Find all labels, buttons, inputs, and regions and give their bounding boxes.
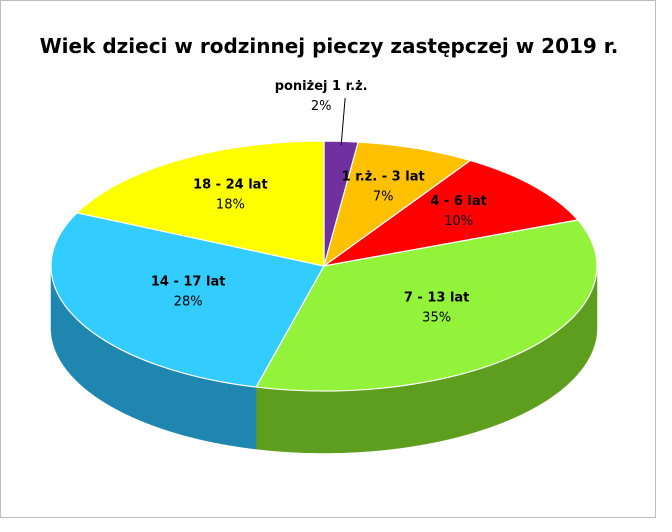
slice-1-r-z-3-lat [323, 141, 471, 267]
slice-label-1-r-z-3-lat: 1 r.ż. - 3 lat [342, 170, 425, 185]
chart-frame: Wiek dzieci w rodzinnej pieczy zastępcze… [0, 0, 656, 518]
slice-label-ponizej-1-r-z: poniżej 1 r.ż. [275, 79, 368, 94]
slice-label-4-6-lat: 4 - 6 lat [430, 194, 487, 209]
slice-value-18-24-lat: 18% [216, 197, 245, 212]
slice-label-7-13-lat: 7 - 13 lat [404, 290, 470, 305]
slice-18-24-lat [76, 140, 325, 267]
pie-chart: Wiek dzieci w rodzinnej pieczy zastępcze… [40, 34, 619, 454]
slice-value-1-r-z-3-lat: 7% [373, 190, 394, 205]
slice-value-14-17-lat: 28% [174, 294, 203, 309]
slice-value-7-13-lat: 35% [422, 310, 451, 325]
slice-labels: poniżej 1 r.ż. 2% 1 r.ż. - 3 lat 7% 4 - 6 la… [151, 79, 487, 325]
slice-4-6-lat [323, 159, 579, 267]
slice-value-4-6-lat: 10% [444, 214, 473, 229]
slice-label-14-17-lat: 14 - 17 lat [151, 274, 226, 289]
chart-title: Wiek dzieci w rodzinnej pieczy zastępcze… [40, 34, 619, 58]
slice-7-13-lat [255, 219, 598, 392]
slice-value-ponizej-1-r-z: 2% [311, 99, 332, 114]
leader-line-ponizej-1-r-z [340, 97, 346, 146]
pie-slices [50, 140, 598, 392]
slice-14-17-lat [50, 212, 325, 388]
slice-label-18-24-lat: 18 - 24 lat [193, 177, 268, 192]
